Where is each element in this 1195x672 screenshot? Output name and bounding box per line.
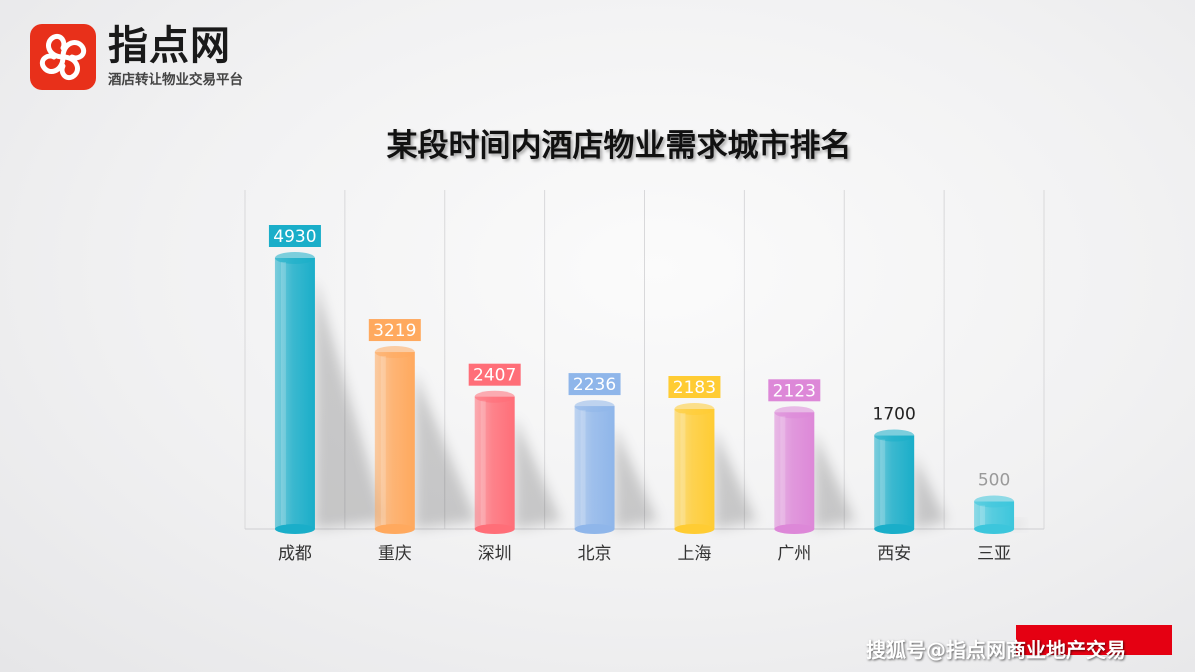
logo-tagline: 酒店转让物业交易平台 [108,72,243,88]
bar-shadow [514,416,561,529]
bar-上海 [674,403,715,534]
category-label: 上海 [677,544,711,564]
bar-shadow [714,429,757,529]
logo-name: 指点网 [108,23,231,69]
watermark-badge [1016,625,1172,655]
value-label: 1700 [873,405,916,425]
bar-北京 [574,400,615,534]
bar-shadow [614,426,658,529]
value-label-bg [368,319,421,342]
value-label: 2236 [573,375,616,395]
bar-广州 [774,406,815,534]
category-label: 三亚 [977,544,1011,564]
bar-深圳 [474,390,515,534]
category-label: 成都 [278,544,312,564]
category-label: 深圳 [478,544,512,564]
value-label: 4930 [273,227,316,247]
bar-shadow [1014,521,1024,529]
category-label: 北京 [578,544,612,564]
bar-shadow [814,432,856,529]
value-label-bg [768,379,821,402]
value-label: 3219 [373,321,416,341]
bar-成都 [274,252,315,534]
value-label: 500 [978,471,1010,491]
value-label: 2183 [673,378,716,398]
value-label: 2407 [473,366,516,386]
bar-shadow [914,455,947,529]
value-label: 2123 [773,381,816,401]
category-label: 广州 [777,544,811,564]
bar-shadow [314,278,385,529]
bar-三亚 [974,495,1015,534]
logo: 指点网 酒店转让物业交易平台 [28,22,278,92]
value-label-bg [468,363,521,386]
value-label-bg [568,373,621,396]
pinwheel-logo-icon [30,24,96,90]
value-label-bg [668,376,721,399]
bar-shadow [414,372,477,529]
value-label-bg [268,225,321,247]
category-label: 西安 [877,544,911,564]
category-label: 重庆 [378,544,412,564]
chart-title: 某段时间内酒店物业需求城市排名 [386,128,852,164]
watermark-text: 搜狐号@指点网商业地产交易 [866,638,1126,662]
bar-西安 [874,429,915,534]
bar-重庆 [374,346,415,534]
